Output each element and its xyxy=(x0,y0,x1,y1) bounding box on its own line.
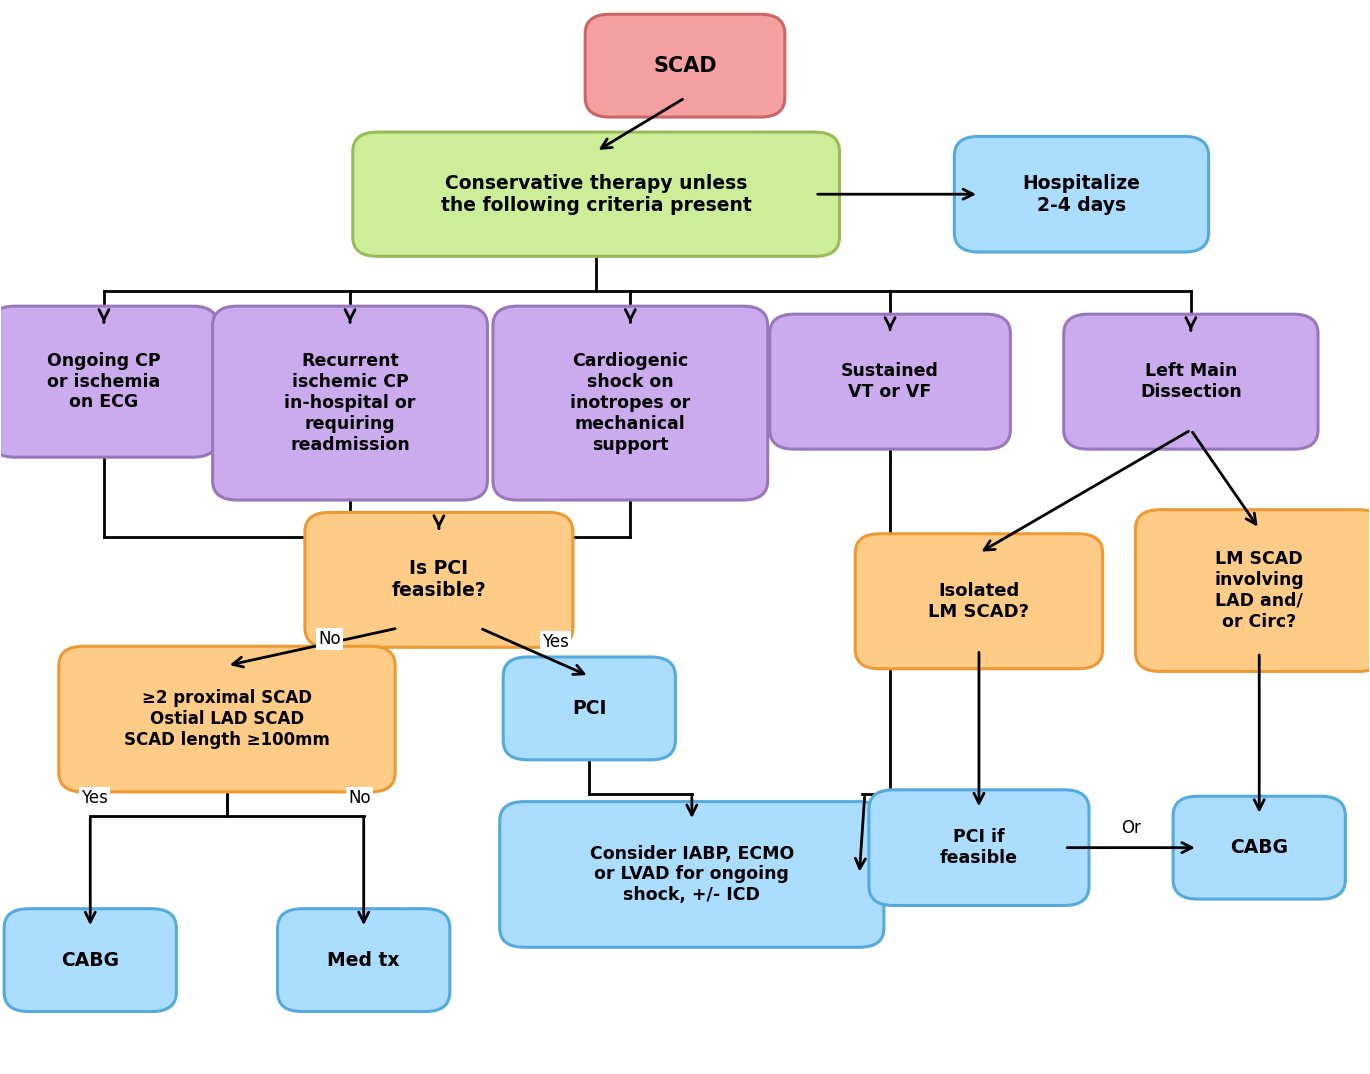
FancyBboxPatch shape xyxy=(500,801,884,947)
FancyBboxPatch shape xyxy=(1173,796,1345,899)
Text: LM SCAD
involving
LAD and/
or Circ?: LM SCAD involving LAD and/ or Circ? xyxy=(1214,550,1304,630)
Text: PCI if
feasible: PCI if feasible xyxy=(940,828,1018,867)
FancyBboxPatch shape xyxy=(1063,315,1318,449)
FancyBboxPatch shape xyxy=(278,909,449,1012)
FancyBboxPatch shape xyxy=(4,909,177,1012)
Text: CABG: CABG xyxy=(62,950,119,970)
FancyBboxPatch shape xyxy=(59,647,395,792)
FancyBboxPatch shape xyxy=(212,306,488,500)
FancyBboxPatch shape xyxy=(770,315,1011,449)
Text: No: No xyxy=(318,629,341,648)
Text: Med tx: Med tx xyxy=(327,950,400,970)
Text: Is PCI
feasible?: Is PCI feasible? xyxy=(392,560,486,600)
FancyBboxPatch shape xyxy=(855,534,1103,669)
Text: Isolated
LM SCAD?: Isolated LM SCAD? xyxy=(929,582,1029,621)
Text: Conservative therapy unless
the following criteria present: Conservative therapy unless the followin… xyxy=(441,174,752,215)
Text: SCAD: SCAD xyxy=(653,56,717,75)
Text: Consider IABP, ECMO
or LVAD for ongoing
shock, +/- ICD: Consider IABP, ECMO or LVAD for ongoing … xyxy=(589,844,795,904)
FancyBboxPatch shape xyxy=(0,306,218,458)
FancyBboxPatch shape xyxy=(955,136,1208,252)
FancyBboxPatch shape xyxy=(493,306,767,500)
Text: Left Main
Dissection: Left Main Dissection xyxy=(1140,362,1241,401)
Text: Yes: Yes xyxy=(541,633,569,651)
Text: Hospitalize
2-4 days: Hospitalize 2-4 days xyxy=(1022,174,1140,215)
Text: ≥2 proximal SCAD
Ostial LAD SCAD
SCAD length ≥100mm: ≥2 proximal SCAD Ostial LAD SCAD SCAD le… xyxy=(125,690,330,749)
Text: Sustained
VT or VF: Sustained VT or VF xyxy=(841,362,938,401)
Text: Recurrent
ischemic CP
in-hospital or
requiring
readmission: Recurrent ischemic CP in-hospital or req… xyxy=(285,352,415,453)
FancyBboxPatch shape xyxy=(306,512,573,648)
Text: Or: Or xyxy=(1121,819,1141,838)
FancyBboxPatch shape xyxy=(1136,510,1370,671)
FancyBboxPatch shape xyxy=(869,789,1089,905)
FancyBboxPatch shape xyxy=(585,14,785,117)
Text: CABG: CABG xyxy=(1230,838,1288,857)
Text: PCI: PCI xyxy=(573,699,607,717)
Text: Cardiogenic
shock on
inotropes or
mechanical
support: Cardiogenic shock on inotropes or mechan… xyxy=(570,352,690,453)
FancyBboxPatch shape xyxy=(352,132,840,257)
Text: Ongoing CP
or ischemia
on ECG: Ongoing CP or ischemia on ECG xyxy=(47,352,160,411)
Text: No: No xyxy=(348,789,371,808)
Text: Yes: Yes xyxy=(81,789,108,808)
FancyBboxPatch shape xyxy=(503,657,675,759)
